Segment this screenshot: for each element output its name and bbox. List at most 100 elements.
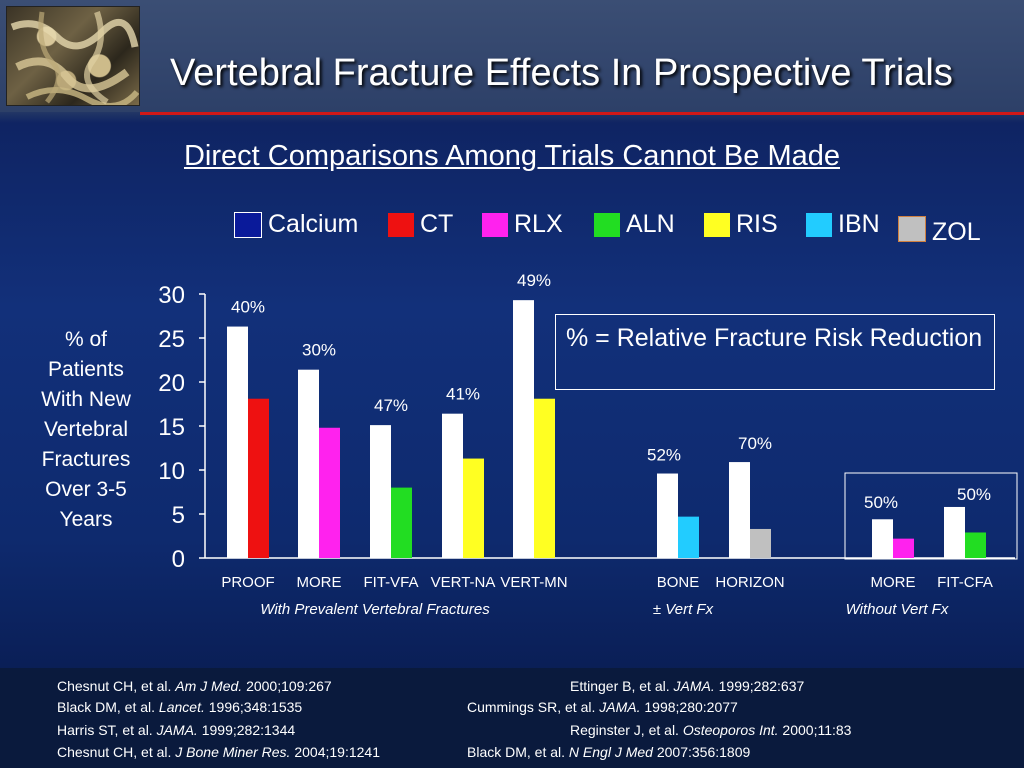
- reference-authors: Harris ST, et al.: [57, 722, 157, 738]
- bar-placebo: [227, 326, 248, 558]
- legend-swatch: [388, 212, 414, 237]
- category-label: HORIZON: [715, 574, 784, 591]
- y-tick-label: 15: [158, 414, 185, 441]
- bar-treatment-ris: [534, 398, 555, 558]
- legend-label: ALN: [626, 210, 675, 238]
- reference-journal: Am J Med.: [175, 678, 243, 694]
- reduction-label: 70%: [738, 434, 772, 453]
- y-axis-label: % of Patients With New Vertebral Fractures Ov…: [20, 325, 152, 535]
- y-axis-label-line: With New: [41, 388, 131, 411]
- y-tick-label: 5: [172, 502, 185, 529]
- y-tick-label: 30: [158, 282, 185, 309]
- reference-authors: Chesnut CH, et al.: [57, 678, 176, 694]
- reference-volume: 1996;348:1535: [204, 699, 303, 715]
- bar-treatment-ibn: [678, 516, 699, 558]
- reduction-label: 49%: [517, 271, 551, 290]
- reference-citation: Harris ST, et al. JAMA. 1999;282:1344: [57, 722, 295, 738]
- bar-treatment-ct: [248, 398, 269, 558]
- header-bar: Vertebral Fracture Effects In Prospectiv…: [0, 0, 1024, 112]
- relative-risk-note: % = Relative Fracture Risk Reduction: [555, 314, 995, 390]
- reference-volume: 2007:356:1809: [652, 744, 751, 760]
- bar-placebo: [370, 425, 391, 558]
- legend-swatch: [482, 212, 508, 237]
- bar-placebo: [872, 519, 893, 558]
- reference-journal: N Engl J Med: [568, 744, 653, 760]
- legend-swatch: [898, 215, 926, 242]
- legend-label: IBN: [838, 210, 880, 238]
- bar-placebo: [442, 413, 463, 558]
- category-label: VERT-NA: [431, 574, 496, 591]
- bar-placebo: [657, 473, 678, 558]
- legend-item-ct: CT: [388, 210, 453, 239]
- bar-placebo: [944, 506, 965, 558]
- y-tick-label: 0: [172, 546, 185, 573]
- reference-volume: 2004;19:1241: [290, 744, 380, 760]
- bar-treatment-ris: [463, 458, 484, 558]
- reduction-label: 40%: [231, 298, 265, 317]
- title-divider: [140, 112, 1024, 115]
- legend-item-aln: ALN: [594, 210, 675, 239]
- reference-authors: Black DM, et al.: [467, 744, 569, 760]
- category-label: BONE: [657, 574, 700, 591]
- bar-treatment-aln: [391, 487, 412, 558]
- bone-texture-icon: [10, 11, 140, 109]
- legend-swatch: [594, 212, 620, 237]
- legend-swatch: [704, 212, 730, 237]
- y-axis-label-line: Fractures: [41, 448, 131, 471]
- reference-citation: Chesnut CH, et al. Am J Med. 2000;109:26…: [57, 678, 332, 694]
- legend-item-zol: ZOL: [898, 210, 981, 247]
- reference-authors: Black DM, et al.: [57, 699, 159, 715]
- bar-treatment-aln: [965, 532, 986, 558]
- category-label: MORE: [871, 574, 916, 591]
- slide-subtitle: Direct Comparisons Among Trials Cannot B…: [183, 140, 840, 172]
- category-label: MORE: [297, 574, 342, 591]
- y-tick-label: 25: [158, 326, 185, 353]
- legend-item-ibn: IBN: [806, 210, 880, 239]
- reference-volume: 2000;109:267: [242, 678, 332, 694]
- group-label: Without Vert Fx: [846, 601, 949, 618]
- without-vert-fx-box: [844, 472, 1018, 560]
- reference-citation: Ettinger B, et al. JAMA. 1999;282:637: [570, 678, 804, 694]
- reference-volume: 1999;282:637: [714, 678, 805, 694]
- legend-swatch: [234, 211, 262, 238]
- bar-treatment-rlx: [319, 427, 340, 558]
- reference-journal: JAMA.: [599, 699, 641, 715]
- category-label: FIT-VFA: [363, 574, 418, 591]
- legend-label: ZOL: [932, 218, 981, 246]
- reduction-label: 50%: [864, 493, 898, 512]
- reference-journal: Lancet.: [158, 699, 205, 715]
- bar-placebo: [729, 462, 750, 558]
- bar-chart: 0 5 10 15 20 25 30 40% PROOF 30% MORE 47% FIT-VFA 41%…: [158, 271, 1018, 618]
- legend-item-ris: RIS: [704, 210, 778, 239]
- reference-volume: 1999;282:1344: [197, 722, 296, 738]
- reference-citation: Chesnut CH, et al. J Bone Miner Res. 200…: [57, 744, 380, 760]
- category-label: VERT-MN: [500, 574, 567, 591]
- reference-authors: Reginster J, et al.: [570, 722, 683, 738]
- bone-image-logo: [6, 6, 140, 109]
- category-label: PROOF: [221, 574, 274, 591]
- bar-treatment-zol: [750, 528, 771, 558]
- reduction-label: 50%: [957, 485, 991, 504]
- legend-item-rlx: RLX: [482, 210, 563, 239]
- y-tick-label: 10: [158, 458, 185, 485]
- y-tick-label: 20: [158, 370, 185, 397]
- legend-item-calcium: Calcium: [234, 210, 358, 239]
- reference-journal: JAMA.: [156, 722, 198, 738]
- legend-label: RLX: [514, 210, 563, 238]
- reference-journal: Osteoporos Int.: [682, 722, 779, 738]
- reference-citation: Cummings SR, et al. JAMA. 1998;280:2077: [467, 699, 738, 715]
- legend-label: Calcium: [268, 210, 359, 238]
- reduction-label: 30%: [302, 341, 336, 360]
- reduction-label: 52%: [647, 446, 681, 465]
- group-label: With Prevalent Vertebral Fractures: [260, 601, 490, 618]
- reference-authors: Chesnut CH, et al.: [57, 744, 176, 760]
- reduction-label: 47%: [374, 396, 408, 415]
- references: Chesnut CH, et al. Am J Med. 2000;109:26…: [0, 668, 1024, 768]
- y-axis-label-line: % of: [64, 328, 108, 351]
- legend-label: CT: [420, 210, 454, 238]
- reference-volume: 2000;11:83: [778, 722, 852, 738]
- legend-label: RIS: [736, 210, 778, 238]
- category-label: FIT-CFA: [937, 574, 993, 591]
- group-label: ± Vert Fx: [653, 601, 714, 618]
- reference-authors: Ettinger B, et al.: [570, 678, 674, 694]
